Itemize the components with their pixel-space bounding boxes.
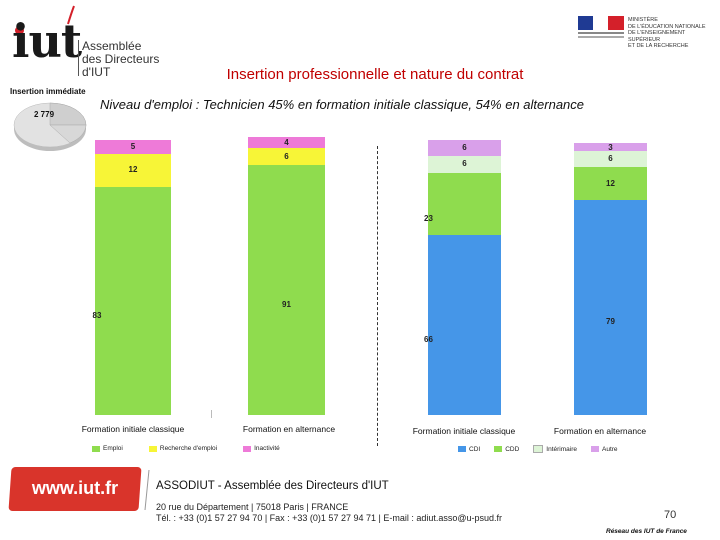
employment-chart: Formation initiale classique Formation e… <box>70 137 360 440</box>
legend-item: Inactivité <box>243 445 280 452</box>
contract-chart: Formation initiale classique Formation e… <box>400 140 650 440</box>
insertion-label: Insertion immédiate <box>10 87 86 96</box>
logo-flourish <box>67 5 75 25</box>
legend-swatch-cdi <box>458 446 466 452</box>
bar-segment-inactivit-: 4 <box>248 137 325 149</box>
category-label: Formation en alternance <box>553 426 647 436</box>
chart1-legend: Emploi Recherche d'emploi Inactivité <box>92 445 352 452</box>
legend-item: Intérimaire <box>533 445 577 453</box>
footer-contact-line: Tél. : +33 (0)1 57 27 94 70 | Fax : +33 … <box>156 513 503 523</box>
legend-swatch-inactivite <box>243 445 252 452</box>
ministry-line: MINISTÈRE <box>628 17 658 23</box>
bar-segment-cdi: 66 <box>424 235 501 415</box>
chart-divider <box>377 146 378 446</box>
bar-segment-cdd: 23 <box>424 172 501 236</box>
insertion-pie-icon <box>13 102 87 151</box>
chart-axis-tick <box>211 410 212 418</box>
iut-logo: iut <box>12 14 82 68</box>
legend-swatch-recherche <box>148 445 157 452</box>
bar-segment-int-rimaire: 6 <box>574 150 647 168</box>
bar-segment-cdi: 79 <box>574 199 647 415</box>
ministry-line: DE L'ÉDUCATION NATIONALE <box>628 23 706 30</box>
legend-label: CDI <box>469 445 481 453</box>
logo-subtitle: Assemblée des Directeurs d'IUT <box>82 40 162 79</box>
legend-item: CDI <box>458 445 480 453</box>
footer-address-line: 20 rue du Département | 75018 Paris | FR… <box>156 502 349 512</box>
data-label: 6 <box>284 151 289 161</box>
logo-subtitle-line: des Directeurs <box>82 52 160 66</box>
data-label: 12 <box>128 165 138 175</box>
bar-segment-autre: 6 <box>428 140 501 157</box>
ministry-line: DE L'ENSEIGNEMENT SUPÉRIEUR <box>628 30 686 43</box>
data-label: 6 <box>462 143 467 153</box>
data-label: 3 <box>608 142 613 152</box>
page-number: 70 <box>664 509 677 521</box>
bar-segment-cdd: 12 <box>574 167 647 200</box>
bar-segment-inactivit-: 5 <box>95 140 171 154</box>
category-label: Formation en alternance <box>242 424 336 434</box>
legend-swatch-cdd <box>494 446 503 452</box>
legend-item: Autre <box>591 445 618 453</box>
legend-swatch-emploi <box>92 445 100 452</box>
ministry-text: MINISTÈRE DE L'ÉDUCATION NATIONALE DE L'… <box>628 17 718 50</box>
data-label: 12 <box>606 178 615 188</box>
bar-segment-recherche-d-emploi: 6 <box>248 148 325 165</box>
bar-segment-recherche-d-emploi: 12 <box>95 153 171 187</box>
category-label: Formation initiale classique <box>81 424 185 434</box>
footer-url[interactable]: www.iut.fr <box>31 478 119 498</box>
data-label: 66 <box>424 335 433 345</box>
logo-separator <box>78 40 79 76</box>
data-label: 83 <box>92 310 102 320</box>
legend-label: Autre <box>602 445 618 453</box>
data-label: 79 <box>606 317 615 327</box>
legend-swatch-autre <box>591 446 600 452</box>
footer-separator <box>144 470 150 510</box>
legend-label: Intérimaire <box>546 445 578 453</box>
data-label: 23 <box>424 213 433 223</box>
chart2-legend: CDI CDD Intérimaire Autre <box>458 445 658 453</box>
legend-item: Emploi <box>92 445 123 452</box>
footer-org: ASSODIUT - Assemblée des Directeurs d'IU… <box>156 480 389 492</box>
page-subtitle: Niveau d'emploi : Technicien 45% en form… <box>100 97 585 112</box>
legend-label: Emploi <box>103 445 123 452</box>
legend-swatch-interimaire <box>533 445 544 453</box>
logo-subtitle-line: d'IUT <box>82 65 111 79</box>
ministry-line: ET DE LA RECHERCHE <box>628 43 689 49</box>
legend-label: CDD <box>505 445 520 453</box>
logo-dot <box>15 26 24 35</box>
data-label: 5 <box>130 141 136 151</box>
bar-segment-emploi: 91 <box>248 164 325 415</box>
footer-address: 20 rue du Département | 75018 Paris | FR… <box>156 502 502 524</box>
bar-segment-emploi: 83 <box>93 186 171 415</box>
legend-label: Inactivité <box>254 445 280 452</box>
insertion-count: 2 779 <box>34 110 55 119</box>
logo-subtitle-line: Assemblée <box>82 39 142 53</box>
network-signature: Réseau des IUT de France <box>606 528 687 535</box>
legend-item: CDD <box>494 445 519 453</box>
page-title: Insertion professionnelle et nature du c… <box>226 66 524 83</box>
data-label: 6 <box>608 154 613 164</box>
legend-label: Recherche d'emploi <box>159 445 218 452</box>
data-label: 4 <box>284 137 289 147</box>
bar-segment-int-rimaire: 6 <box>428 156 501 173</box>
category-label: Formation initiale classique <box>412 426 516 436</box>
data-label: 6 <box>462 159 467 169</box>
legend-item: Recherche d'emploi <box>148 445 218 452</box>
bar-segment-autre: 3 <box>574 142 647 152</box>
ministry-flag-logo <box>578 16 624 38</box>
data-label: 91 <box>282 299 291 309</box>
